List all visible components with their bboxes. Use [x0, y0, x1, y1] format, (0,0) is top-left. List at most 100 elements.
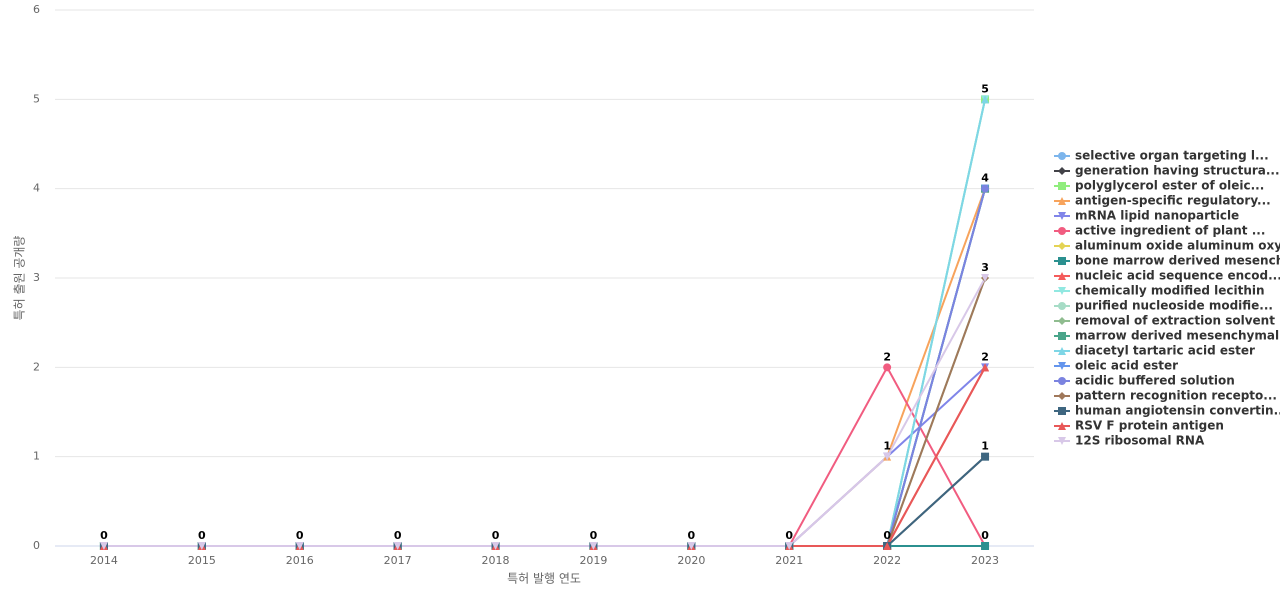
data-label: 0: [883, 529, 891, 542]
legend-marker: [1058, 287, 1066, 295]
data-point: [295, 542, 304, 550]
data-point: [883, 542, 892, 550]
x-tick-label: 2016: [286, 554, 314, 567]
legend-marker: [1058, 347, 1066, 355]
y-tick-label: 6: [33, 3, 40, 16]
data-label: 5: [981, 82, 989, 95]
legend-marker: [1058, 152, 1066, 160]
y-tick-label: 3: [33, 271, 40, 284]
x-tick-label: 2023: [971, 554, 999, 567]
legend-marker: [1058, 242, 1066, 250]
y-tick-label: 4: [33, 182, 40, 195]
data-point: [981, 274, 990, 282]
data-label: 0: [100, 529, 108, 542]
legend-label: removal of extraction solvent: [1075, 314, 1275, 328]
legend-label: 12S ribosomal RNA: [1075, 434, 1205, 448]
data-point: [981, 95, 990, 104]
x-tick-label: 2015: [188, 554, 216, 567]
series-line: [103, 99, 987, 547]
data-label: 0: [981, 529, 989, 542]
y-tick-label: 5: [33, 92, 40, 105]
x-tick-label: 2018: [482, 554, 510, 567]
series-line: [103, 99, 987, 547]
legend-label: polyglycerol ester of oleic...: [1075, 179, 1264, 193]
legend-marker: [1058, 302, 1066, 310]
legend-label: generation having structura...: [1075, 164, 1280, 178]
legend-marker: [1058, 317, 1066, 325]
data-label: 2: [883, 350, 891, 363]
legend-label: pattern recognition recepto...: [1075, 389, 1277, 403]
legend-label: bone marrow derived mesench...: [1075, 254, 1280, 268]
y-tick-label: 1: [33, 450, 40, 463]
legend-marker: [1058, 407, 1066, 415]
data-label: 1: [883, 440, 891, 453]
y-tick-label: 2: [33, 360, 40, 373]
data-point: [687, 542, 696, 550]
legend-marker: [1058, 332, 1066, 340]
legend-marker: [1058, 392, 1066, 400]
legend-marker: [1058, 227, 1066, 235]
data-point: [491, 542, 500, 550]
legend-label: chemically modified lecithin: [1075, 284, 1265, 298]
data-label: 0: [296, 529, 304, 542]
x-tick-label: 2022: [873, 554, 901, 567]
data-label: 0: [394, 529, 402, 542]
data-point: [589, 542, 598, 550]
data-label: 0: [492, 529, 500, 542]
legend-label: active ingredient of plant ...: [1075, 224, 1265, 238]
x-tick-label: 2019: [579, 554, 607, 567]
y-tick-label: 0: [33, 539, 40, 552]
data-point: [883, 363, 892, 372]
legend-marker: [1058, 362, 1066, 370]
legend-label: nucleic acid sequence encod...: [1075, 269, 1280, 283]
data-label: 3: [981, 261, 989, 274]
legend-marker: [1058, 257, 1066, 265]
legend-marker: [1058, 377, 1066, 385]
series-line: [103, 277, 986, 547]
data-point: [981, 452, 990, 461]
data-label: 2: [981, 350, 989, 363]
legend-marker: [1058, 422, 1066, 430]
x-tick-label: 2014: [90, 554, 118, 567]
series-line: [103, 99, 987, 547]
legend-label: acidic buffered solution: [1075, 374, 1235, 388]
legend-marker: [1058, 272, 1066, 280]
legend-label: aluminum oxide aluminum oxy...: [1075, 239, 1280, 253]
data-point: [785, 542, 794, 550]
legend-marker: [1058, 167, 1066, 175]
data-label: 4: [981, 172, 989, 185]
data-point: [99, 542, 108, 550]
legend-marker: [1058, 212, 1066, 220]
legend-label: human angiotensin convertin...: [1075, 404, 1280, 418]
series-line: [103, 277, 986, 547]
legend-label: purified nucleoside modifie...: [1075, 299, 1273, 313]
data-point: [883, 452, 892, 461]
data-point: [197, 542, 206, 550]
data-point: [981, 184, 990, 193]
x-tick-label: 2017: [384, 554, 412, 567]
legend-marker: [1058, 197, 1066, 205]
x-tick-label: 2020: [677, 554, 705, 567]
legend-label: diacetyl tartaric acid ester: [1075, 344, 1255, 358]
data-label: 0: [785, 529, 793, 542]
data-label: 1: [981, 440, 989, 453]
legend-marker: [1058, 437, 1066, 445]
y-axis-label: 특허 출원 공개량: [13, 236, 27, 321]
data-label: 0: [590, 529, 598, 542]
legend-label: mRNA lipid nanoparticle: [1075, 209, 1239, 223]
data-point: [981, 542, 990, 550]
x-axis-label: 특허 발행 연도: [507, 571, 581, 586]
series-line: [103, 277, 986, 547]
series-line: [103, 455, 986, 547]
data-point: [981, 363, 990, 372]
legend-label: oleic acid ester: [1075, 359, 1178, 373]
legend-label: antigen-specific regulatory...: [1075, 194, 1271, 208]
data-label: 0: [688, 529, 696, 542]
legend-label: marrow derived mesenchymal ...: [1075, 329, 1280, 343]
series-line: [103, 455, 986, 547]
legend-label: selective organ targeting l...: [1075, 149, 1269, 163]
data-label: 0: [198, 529, 206, 542]
legend-label: RSV F protein antigen: [1075, 419, 1224, 433]
x-tick-label: 2021: [775, 554, 803, 567]
